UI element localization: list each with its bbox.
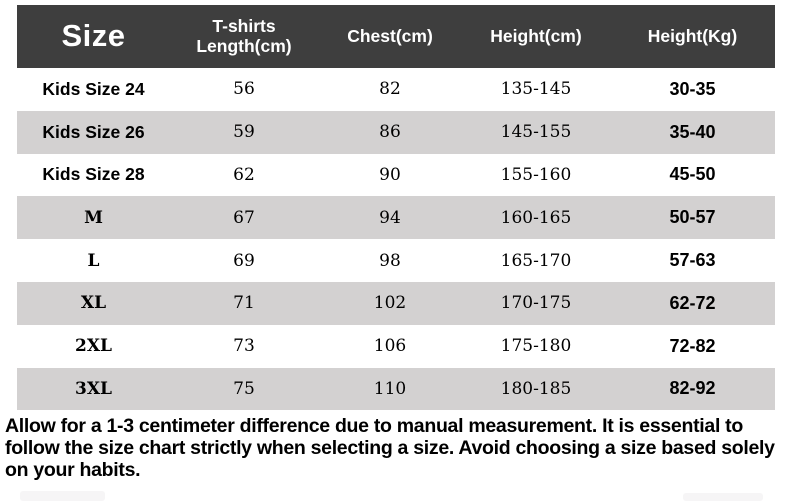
table-row-xl: XL 71 102 170-175 62-72 [17,281,775,325]
cell-size: M [84,207,103,228]
background-artifact-right [683,493,763,501]
background-artifact-left [20,491,105,501]
cell-length: 56 [233,79,255,100]
cell-size: Kids Size 26 [42,121,145,142]
header-size: Size [17,5,170,68]
cell-length: 75 [233,378,255,399]
cell-weight: 45-50 [669,164,716,185]
cell-height: 165-170 [500,250,572,271]
header-chest: Chest(cm) [318,5,462,68]
cell-chest: 86 [379,122,401,143]
table-header-row: Size T-shirts Length(cm) Chest(cm) Heigh… [17,5,775,68]
cell-size: L [87,250,100,271]
cell-length: 62 [233,164,255,185]
measurement-disclaimer-text: Allow for a 1-3 centimeter difference du… [5,415,775,482]
cell-chest: 102 [373,293,407,314]
header-tshirt-length: T-shirts Length(cm) [170,5,318,68]
cell-chest: 82 [379,79,401,100]
cell-size: 2XL [75,336,112,357]
cell-weight: 62-72 [669,292,716,313]
cell-size: Kids Size 24 [42,78,145,99]
header-height: Height(cm) [462,5,610,68]
cell-chest: 98 [379,250,401,271]
cell-weight: 57-63 [669,250,716,271]
cell-height: 160-165 [500,207,572,228]
table-row-kids-size-24: Kids Size 24 56 82 135-145 30-35 [17,68,775,111]
cell-weight: 82-92 [669,378,716,399]
cell-size: 3XL [75,378,112,399]
cell-chest: 106 [373,336,407,357]
cell-length: 73 [233,336,255,357]
header-length-line2: Length(cm) [196,35,292,56]
cell-length: 69 [233,250,255,271]
cell-height: 170-175 [500,293,572,314]
cell-chest: 110 [373,378,407,399]
table-body: Kids Size 24 56 82 135-145 30-35 Kids Si… [17,68,775,411]
cell-weight: 30-35 [669,78,716,99]
header-weight: Height(Kg) [610,5,775,68]
size-chart-table: Size T-shirts Length(cm) Chest(cm) Heigh… [17,5,775,411]
table-row-l: L 69 98 165-170 57-63 [17,239,775,282]
cell-height: 135-145 [500,79,572,100]
table-row-kids-size-26: Kids Size 26 59 86 145-155 35-40 [17,110,775,154]
header-length-line1: T-shirts [212,16,276,37]
cell-weight: 50-57 [669,207,716,228]
cell-length: 67 [233,207,255,228]
cell-height: 145-155 [500,122,572,143]
table-row-m: M 67 94 160-165 50-57 [17,196,775,240]
cell-weight: 35-40 [669,121,716,142]
cell-height: 180-185 [500,378,572,399]
header-chest-label: Chest(cm) [347,25,433,46]
cell-size: Kids Size 28 [42,164,145,185]
header-height-label: Height(cm) [490,25,582,46]
cell-height: 175-180 [500,336,572,357]
header-size-label: Size [61,18,126,54]
cell-weight: 72-82 [669,335,716,356]
cell-chest: 90 [379,164,401,185]
table-row-3xl: 3XL 75 110 180-185 82-92 [17,367,775,411]
table-row-kids-size-28: Kids Size 28 62 90 155-160 45-50 [17,153,775,197]
cell-length: 59 [233,122,255,143]
cell-chest: 94 [379,207,401,228]
table-row-2xl: 2XL 73 106 175-180 72-82 [17,324,775,368]
cell-length: 71 [233,293,255,314]
cell-size: XL [80,293,107,314]
header-weight-label: Height(Kg) [647,25,738,46]
cell-height: 155-160 [500,164,572,185]
